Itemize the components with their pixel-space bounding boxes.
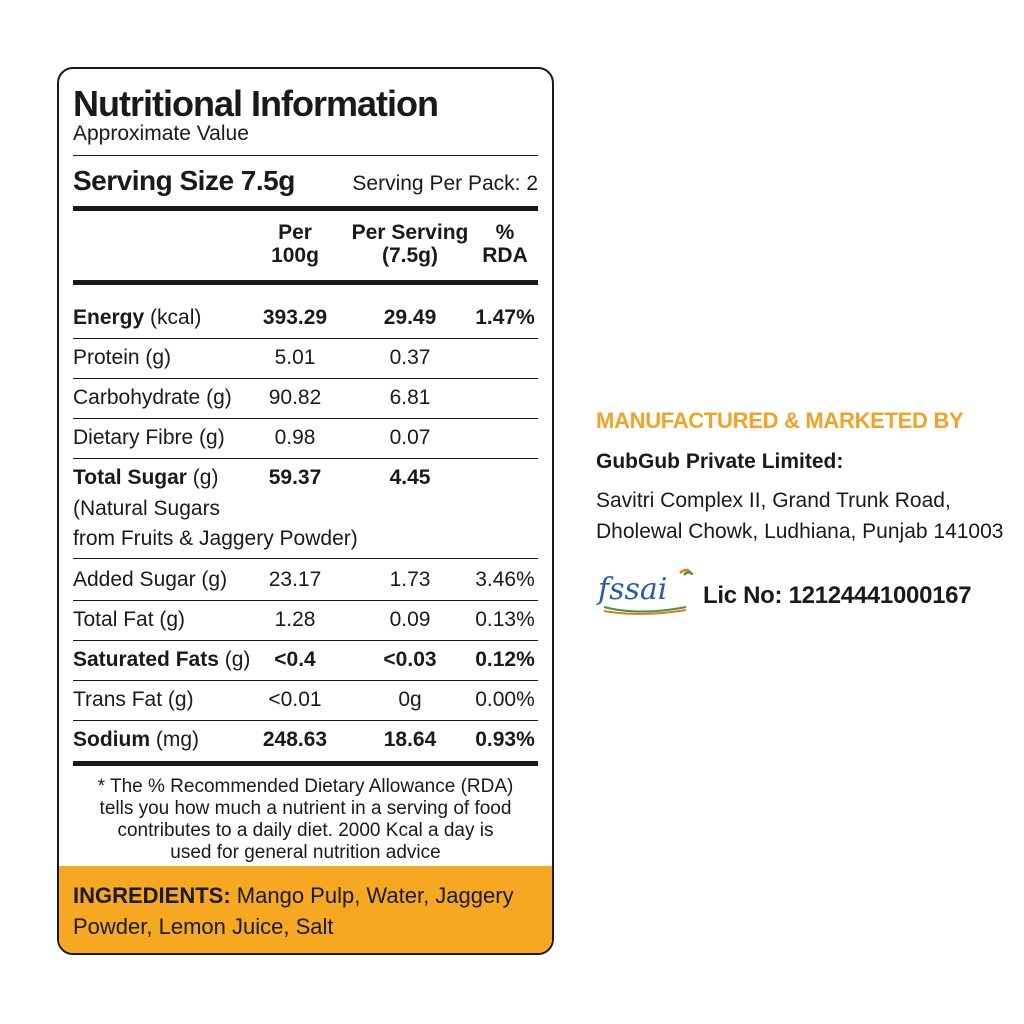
- col-header-rda: % RDA: [482, 221, 528, 267]
- divider: [73, 155, 538, 156]
- row-divider: [73, 680, 538, 681]
- row-divider: [73, 338, 538, 339]
- row-divider: [73, 720, 538, 721]
- serving-per-pack: Serving Per Pack: 2: [352, 172, 538, 195]
- fssai-logo-icon: fssai: [596, 568, 694, 615]
- manufacturer-name: GubGub Private Limited:: [596, 450, 844, 473]
- thick-divider: [73, 280, 538, 285]
- license-number: Lic No: 12124441000167: [703, 582, 972, 609]
- manufacturer-address: Savitri Complex II, Grand Trunk Road, Dh…: [596, 489, 1004, 543]
- row-divider: [73, 640, 538, 641]
- fssai-license-block: fssai Lic No: 12124441000167: [596, 565, 1016, 615]
- panel-subtitle: Approximate Value: [73, 122, 249, 145]
- row-divider: [73, 600, 538, 601]
- panel-title: Nutritional Information: [73, 83, 439, 124]
- col-header-per-100g: Per 100g: [271, 221, 319, 267]
- ingredients-label: INGREDIENTS:: [73, 883, 231, 908]
- serving-size: Serving Size 7.5g: [73, 165, 295, 196]
- row-divider: [73, 558, 538, 559]
- nutrition-panel: Nutritional Information Approximate Valu…: [57, 67, 554, 955]
- row-divider: [73, 378, 538, 379]
- ingredients-band: INGREDIENTS: Mango Pulp, Water, Jaggery …: [59, 866, 552, 953]
- thick-divider: [73, 206, 538, 211]
- fssai-logo-text: fssai: [596, 572, 667, 607]
- manufacturer-heading: MANUFACTURED & MARKETED BY: [596, 408, 964, 433]
- col-header-per-serving: Per Serving (7.5g): [351, 221, 469, 267]
- row-divider: [73, 418, 538, 419]
- row-divider: [73, 458, 538, 459]
- thick-divider: [73, 761, 538, 766]
- ingredients-text: Mango Pulp, Water, Jaggery Powder, Lemon…: [73, 883, 514, 939]
- rda-footnote: * The % Recommended Dietary Allowance (R…: [97, 776, 514, 863]
